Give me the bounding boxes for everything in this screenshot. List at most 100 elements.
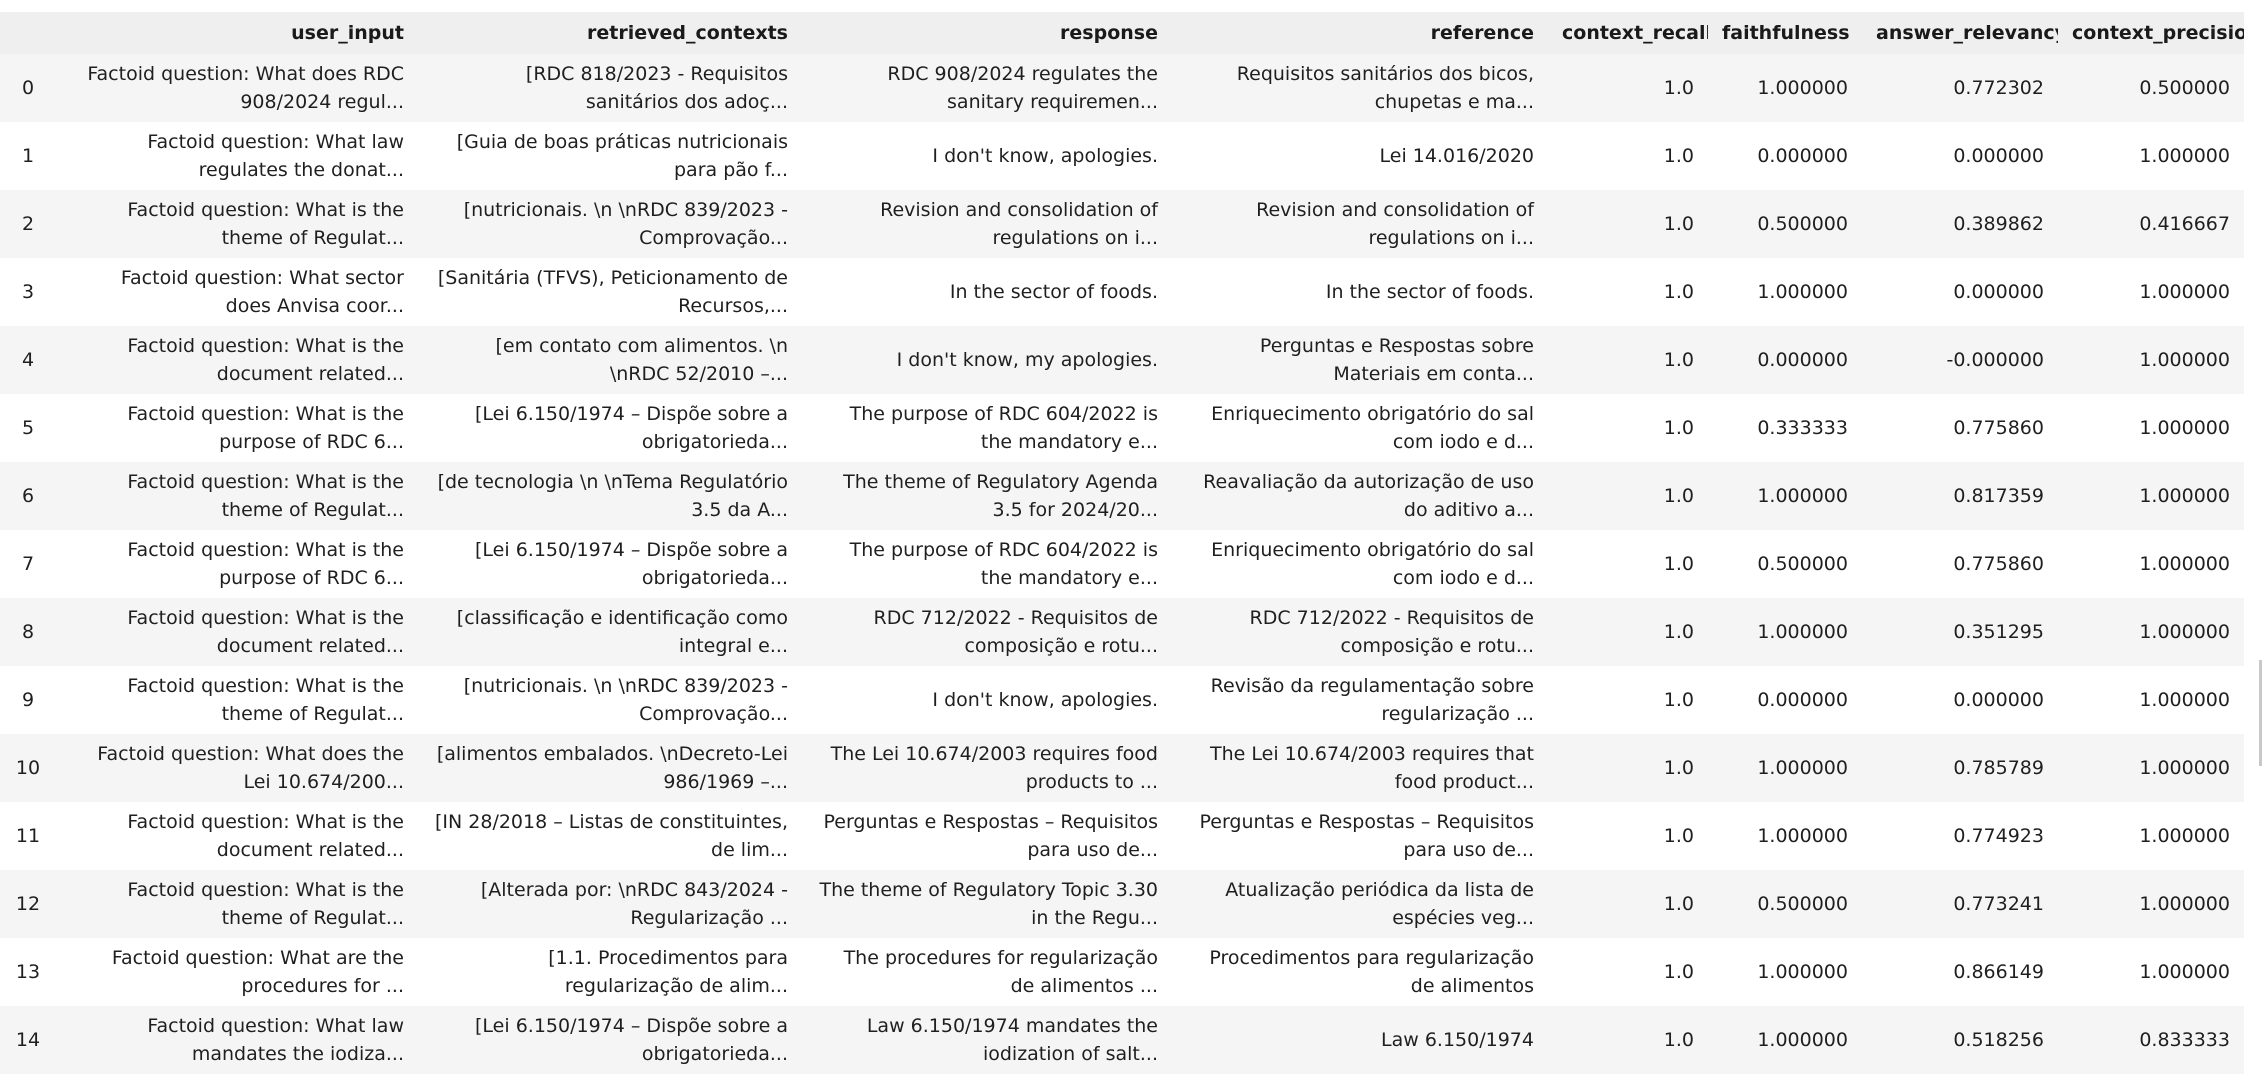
cell-text: [1.1. Procedimentos para regularização d… bbox=[548, 947, 788, 997]
row-index: 13 bbox=[15, 961, 41, 983]
dataframe-table: user_input retrieved_contexts response refe… bbox=[0, 12, 2244, 1074]
cell-text: [Lei 6.150/1974 – Dispõe sobre a obrigat… bbox=[475, 539, 788, 589]
cell-text: Factoid question: What sector does Anvis… bbox=[120, 267, 404, 317]
cell-response: The theme of Regulatory Topic 3.30 in th… bbox=[802, 870, 1172, 938]
cell-response: The Lei 10.674/2003 requires food produc… bbox=[802, 734, 1172, 802]
cell-response: Revision and consolidation of regulation… bbox=[802, 190, 1172, 258]
cell-text: [de tecnologia \n \nTema Regulatório 3.5… bbox=[437, 471, 788, 521]
cell-text: Factoid question: What is the document r… bbox=[127, 607, 404, 657]
column-header-response: response bbox=[1060, 22, 1158, 44]
cell-context-recall: 1.0 bbox=[1663, 825, 1694, 847]
cell-text: Law 6.150/1974 mandates the iodization o… bbox=[866, 1015, 1158, 1065]
cell-answer-relevancy: 0.000000 bbox=[1953, 281, 2044, 303]
cell-retrieved-contexts: [IN 28/2018 – Listas de constituintes, d… bbox=[418, 802, 802, 870]
cell-reference: Law 6.150/1974 bbox=[1172, 1006, 1548, 1074]
table-row: 7 Factoid question: What is the purpose o… bbox=[0, 530, 2244, 598]
cell-text: The purpose of RDC 604/2022 is the manda… bbox=[849, 539, 1158, 589]
cell-text: [Guia de boas práticas nutricionais para… bbox=[456, 131, 788, 181]
cell-context-precision: 1.000000 bbox=[2139, 281, 2230, 303]
cell-answer-relevancy: 0.774923 bbox=[1953, 825, 2044, 847]
cell-text: I don't know, my apologies. bbox=[896, 349, 1158, 371]
cell-user-input: Factoid question: What are the procedure… bbox=[56, 938, 418, 1006]
cell-user-input: Factoid question: What is the theme of R… bbox=[56, 462, 418, 530]
column-header-retrieved-contexts: retrieved_contexts bbox=[587, 22, 788, 44]
cell-text: Revision and consolidation of regulation… bbox=[880, 199, 1158, 249]
cell-user-input: Factoid question: What law mandates the … bbox=[56, 1006, 418, 1074]
cell-text: Procedimentos para regularização de alim… bbox=[1209, 947, 1534, 997]
row-index: 5 bbox=[21, 417, 35, 439]
cell-text: Factoid question: What is the theme of R… bbox=[127, 471, 404, 521]
cell-reference: Procedimentos para regularização de alim… bbox=[1172, 938, 1548, 1006]
cell-retrieved-contexts: [RDC 818/2023 - Requisitos sanitários do… bbox=[418, 54, 802, 122]
cell-context-recall: 1.0 bbox=[1663, 145, 1694, 167]
cell-context-precision: 1.000000 bbox=[2139, 145, 2230, 167]
row-index: 0 bbox=[21, 77, 35, 99]
cell-context-precision: 0.833333 bbox=[2139, 1029, 2230, 1051]
column-header-user-input: user_input bbox=[291, 22, 404, 44]
cell-text: [alimentos embalados. \nDecreto-Lei 986/… bbox=[436, 743, 788, 793]
cell-retrieved-contexts: [1.1. Procedimentos para regularização d… bbox=[418, 938, 802, 1006]
cell-reference: Requisitos sanitários dos bicos, chupeta… bbox=[1172, 54, 1548, 122]
cell-text: In the sector of foods. bbox=[1325, 281, 1534, 303]
cell-text: The procedures for regularização de alim… bbox=[843, 947, 1158, 997]
table-row: 10 Factoid question: What does the Lei 10… bbox=[0, 734, 2244, 802]
cell-text: [nutricionais. \n \nRDC 839/2023 - Compr… bbox=[463, 675, 788, 725]
cell-context-recall: 1.0 bbox=[1663, 281, 1694, 303]
table-body: 0 Factoid question: What does RDC 908/202… bbox=[0, 54, 2244, 1074]
table-row: 3 Factoid question: What sector does Anvi… bbox=[0, 258, 2244, 326]
cell-answer-relevancy: 0.000000 bbox=[1953, 689, 2044, 711]
table-row: 2 Factoid question: What is the theme of … bbox=[0, 190, 2244, 258]
cell-context-recall: 1.0 bbox=[1663, 757, 1694, 779]
column-header-context-recall: context_recall bbox=[1562, 22, 1708, 44]
cell-context-precision: 1.000000 bbox=[2139, 553, 2230, 575]
cell-text: Factoid question: What does the Lei 10.6… bbox=[97, 743, 404, 793]
cell-faithfulness: 0.000000 bbox=[1757, 145, 1848, 167]
cell-reference: Enriquecimento obrigatório do sal com io… bbox=[1172, 394, 1548, 462]
cell-context-precision: 1.000000 bbox=[2139, 893, 2230, 915]
cell-faithfulness: 0.000000 bbox=[1757, 349, 1848, 371]
cell-text: Factoid question: What is the purpose of… bbox=[127, 539, 404, 589]
scrollbar-thumb[interactable] bbox=[2259, 660, 2262, 766]
cell-context-recall: 1.0 bbox=[1663, 485, 1694, 507]
row-index: 11 bbox=[15, 825, 41, 847]
cell-text: Revision and consolidation of regulation… bbox=[1256, 199, 1534, 249]
row-index: 6 bbox=[21, 485, 35, 507]
cell-answer-relevancy: 0.351295 bbox=[1953, 621, 2044, 643]
table-row: 4 Factoid question: What is the document … bbox=[0, 326, 2244, 394]
cell-retrieved-contexts: [alimentos embalados. \nDecreto-Lei 986/… bbox=[418, 734, 802, 802]
cell-text: Lei 14.016/2020 bbox=[1379, 145, 1535, 167]
table-row: 12 Factoid question: What is the theme of… bbox=[0, 870, 2244, 938]
cell-text: [nutricionais. \n \nRDC 839/2023 - Compr… bbox=[463, 199, 788, 249]
cell-text: The theme of Regulatory Topic 3.30 in th… bbox=[819, 879, 1158, 929]
cell-text: In the sector of foods. bbox=[949, 281, 1158, 303]
cell-text: [em contato com alimentos. \n \nRDC 52/2… bbox=[495, 335, 788, 385]
cell-response: In the sector of foods. bbox=[802, 258, 1172, 326]
cell-retrieved-contexts: [Alterada por: \nRDC 843/2024 - Regulari… bbox=[418, 870, 802, 938]
cell-response: RDC 712/2022 - Requisitos de composição … bbox=[802, 598, 1172, 666]
cell-text: Law 6.150/1974 bbox=[1381, 1029, 1534, 1051]
row-index: 9 bbox=[21, 689, 35, 711]
cell-faithfulness: 1.000000 bbox=[1757, 77, 1848, 99]
cell-text: [RDC 818/2023 - Requisitos sanitários do… bbox=[525, 63, 788, 113]
cell-text: Requisitos sanitários dos bicos, chupeta… bbox=[1236, 63, 1534, 113]
cell-answer-relevancy: 0.775860 bbox=[1953, 553, 2044, 575]
column-header-faithfulness: faithfulness bbox=[1722, 22, 1850, 44]
cell-context-precision: 1.000000 bbox=[2139, 757, 2230, 779]
cell-context-recall: 1.0 bbox=[1663, 621, 1694, 643]
cell-reference: In the sector of foods. bbox=[1172, 258, 1548, 326]
table-row: 1 Factoid question: What law regulates th… bbox=[0, 122, 2244, 190]
cell-text: Factoid question: What is the theme of R… bbox=[127, 675, 404, 725]
column-header-answer-relevancy: answer_relevancy bbox=[1876, 22, 2058, 44]
cell-faithfulness: 1.000000 bbox=[1757, 485, 1848, 507]
cell-text: Factoid question: What is the purpose of… bbox=[127, 403, 404, 453]
cell-reference: Perguntas e Respostas sobre Materiais em… bbox=[1172, 326, 1548, 394]
cell-context-recall: 1.0 bbox=[1663, 961, 1694, 983]
cell-text: The theme of Regulatory Agenda 3.5 for 2… bbox=[843, 471, 1158, 521]
row-index: 1 bbox=[21, 145, 35, 167]
row-index: 10 bbox=[15, 757, 41, 779]
cell-user-input: Factoid question: What is the document r… bbox=[56, 326, 418, 394]
row-index: 2 bbox=[21, 213, 35, 235]
cell-faithfulness: 0.000000 bbox=[1757, 689, 1848, 711]
table-row: 11 Factoid question: What is the document… bbox=[0, 802, 2244, 870]
row-index: 14 bbox=[15, 1029, 41, 1051]
